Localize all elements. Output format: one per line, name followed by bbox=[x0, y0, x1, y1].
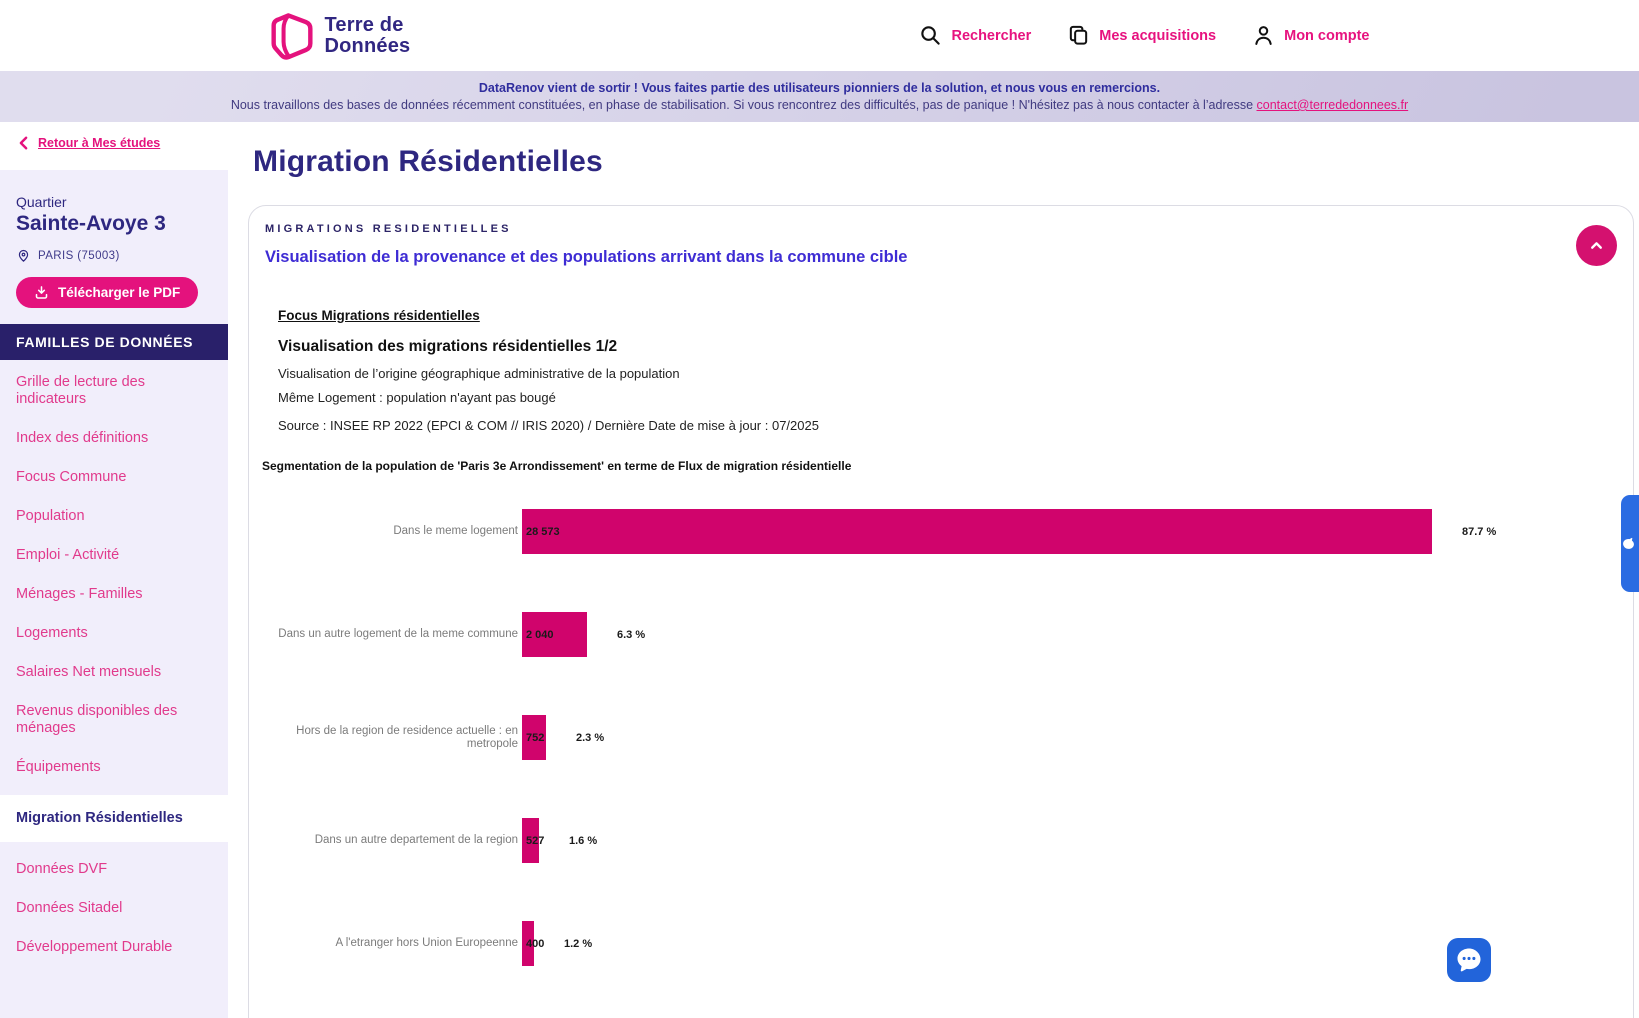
chart-desc-1: Visualisation de l’origine géographique … bbox=[278, 366, 680, 381]
nav-label: Mes acquisitions bbox=[1099, 27, 1217, 44]
chevron-left-icon bbox=[19, 136, 28, 150]
chart-category-label: Dans un autre departement de la region bbox=[314, 834, 518, 846]
sidebar-item[interactable]: Développement Durable bbox=[16, 939, 173, 955]
search-icon bbox=[921, 26, 941, 45]
chart-bar-value: 2 040 bbox=[526, 628, 554, 641]
sidebar-item[interactable]: Salaires Net mensuels bbox=[16, 664, 162, 680]
area-location-label: PARIS (75003) bbox=[38, 249, 120, 262]
card-subtitle: Visualisation de la provenance et des po… bbox=[265, 248, 908, 266]
chat-button[interactable] bbox=[1447, 938, 1491, 982]
chart-bar bbox=[522, 818, 539, 863]
chart-bar-value: 752 bbox=[526, 731, 545, 744]
banner-line2-text: Nous travaillons des bases de données ré… bbox=[230, 98, 1257, 112]
chart-bar bbox=[522, 715, 546, 760]
chart-category-label: Dans le meme logement bbox=[393, 525, 518, 537]
nav-label: Mon compte bbox=[1284, 27, 1370, 44]
chart-bar-value: 527 bbox=[526, 834, 545, 847]
announcement-banner: DataRenov vient de sortir ! Vous faites … bbox=[0, 71, 1639, 122]
sidebar-item[interactable]: Index des définitions bbox=[16, 430, 149, 446]
chart-row: Dans le meme logement 28 573 87.7 % bbox=[262, 480, 1633, 583]
location-pin-icon bbox=[18, 249, 29, 262]
chart-bar-value: 400 bbox=[526, 937, 545, 950]
sidebar-item[interactable]: Logements bbox=[16, 625, 88, 641]
area-name: Sainte-Avoye 3 bbox=[16, 212, 166, 235]
focus-link[interactable]: Focus Migrations résidentielles bbox=[278, 308, 480, 323]
chart-desc-2: Même Logement : population n'ayant pas b… bbox=[278, 390, 556, 405]
feedback-tab[interactable]: Un retour ? bbox=[1621, 495, 1639, 592]
area-location: PARIS (75003) bbox=[16, 248, 212, 263]
chart-category-label: Hors de la region de residence actuelle … bbox=[296, 724, 518, 750]
banner-line1: DataRenov vient de sortir ! Vous faites … bbox=[478, 81, 1161, 95]
chart-bar bbox=[522, 612, 587, 657]
chart-bar-percent: 1.6 % bbox=[569, 834, 598, 847]
chart-category-label: A l'etranger hors Union Europeenne bbox=[335, 937, 518, 949]
chart-category-label: Dans un autre logement de la meme commun… bbox=[278, 628, 518, 640]
chart-bar-area: 400 1.2 % bbox=[522, 921, 1633, 966]
chart-bar-percent: 6.3 % bbox=[617, 628, 646, 641]
card-kicker: MIGRATIONS RESIDENTIELLES bbox=[265, 223, 512, 235]
site-header: Terre de Données Rechercher bbox=[0, 0, 1639, 71]
download-icon bbox=[35, 286, 48, 299]
back-link[interactable]: Retour à Mes études bbox=[17, 136, 160, 150]
nav-label: Rechercher bbox=[951, 27, 1032, 44]
migrations-card: MIGRATIONS RESIDENTIELLES Visualisation … bbox=[248, 205, 1634, 1018]
sidebar-item[interactable]: Ménages - Familles bbox=[16, 586, 143, 602]
chart-bar-percent: 1.2 % bbox=[564, 937, 593, 950]
card-body: Focus Migrations résidentielles Visualis… bbox=[262, 307, 1633, 995]
chart-source: Source : INSEE RP 2022 (EPCI & COM // IR… bbox=[278, 418, 819, 433]
main-content: Migration Résidentielles MIGRATIONS RESI… bbox=[248, 130, 1634, 1018]
logo-text: Terre de Données bbox=[324, 13, 411, 57]
sidebar: Quartier Sainte-Avoye 3 PARIS (75003) Té… bbox=[0, 170, 228, 1018]
chart-bar-area: 527 1.6 % bbox=[522, 818, 1633, 863]
chart-row: Hors de la region de residence actuelle … bbox=[262, 686, 1633, 789]
chart-bar-area: 28 573 87.7 % bbox=[522, 509, 1633, 554]
page-title: Migration Résidentielles bbox=[253, 145, 603, 178]
sidebar-item[interactable]: Focus Commune bbox=[16, 469, 127, 485]
chart-bar-percent: 2.3 % bbox=[576, 731, 605, 744]
sidebar-item[interactable]: Grille de lecture des indicateurs bbox=[16, 374, 145, 407]
chart-bar-value: 28 573 bbox=[526, 525, 560, 538]
sidebar-item[interactable]: Équipements bbox=[16, 759, 101, 775]
copy-icon bbox=[1070, 25, 1088, 45]
chart-bar-area: 2 040 6.3 % bbox=[522, 612, 1633, 657]
chart-title: Segmentation de la population de 'Paris … bbox=[262, 459, 852, 473]
chart-rows: Dans le meme logement 28 573 87.7 % Dans un… bbox=[262, 480, 1633, 995]
download-pdf-label: Télécharger le PDF bbox=[58, 285, 181, 300]
chart-bar-area: 752 2.3 % bbox=[522, 715, 1633, 760]
chart-bar bbox=[522, 921, 534, 966]
banner-line2: Nous travaillons des bases de données ré… bbox=[231, 98, 1408, 112]
user-icon bbox=[1255, 26, 1272, 45]
area-type-label: Quartier bbox=[16, 194, 67, 210]
logo[interactable]: Terre de Données bbox=[270, 12, 411, 60]
collapse-button[interactable] bbox=[1576, 225, 1617, 266]
sidebar-item[interactable]: Données Sitadel bbox=[16, 900, 123, 916]
contact-email-link[interactable]: contact@terrededonnees.fr bbox=[1256, 98, 1409, 112]
nav-mes-acquisitions[interactable]: Mes acquisitions bbox=[1067, 24, 1216, 47]
nav-rechercher[interactable]: Rechercher bbox=[919, 24, 1031, 47]
sidebar-item[interactable]: Migration Résidentielles bbox=[0, 795, 228, 842]
logo-icon bbox=[270, 12, 313, 60]
sidebar-item[interactable]: Population bbox=[16, 508, 85, 524]
sidebar-item[interactable]: Emploi - Activité bbox=[16, 547, 120, 563]
chart-row: Dans un autre departement de la region 52… bbox=[262, 789, 1633, 892]
chart-row: A l'etranger hors Union Europeenne 400 1.2… bbox=[262, 892, 1633, 995]
chevron-up-icon bbox=[1591, 242, 1602, 249]
chart-bar-percent: 87.7 % bbox=[1462, 525, 1497, 538]
download-pdf-button[interactable]: Télécharger le PDF bbox=[16, 277, 199, 308]
top-nav: Rechercher Mes acquisitions Mon compte bbox=[919, 24, 1370, 47]
migration-bar-chart: Segmentation de la population de 'Paris … bbox=[262, 459, 1633, 995]
chat-bubble-icon bbox=[1457, 948, 1481, 972]
sidebar-item[interactable]: Données DVF bbox=[16, 861, 108, 877]
chart-row: Dans un autre logement de la meme commun… bbox=[262, 583, 1633, 686]
chart-bar bbox=[522, 509, 1432, 554]
sidebar-menu: Grille de lecture des indicateurs Index d… bbox=[0, 363, 228, 967]
chart-heading: Visualisation des migrations résidentiel… bbox=[278, 338, 618, 355]
sidebar-area-card: Quartier Sainte-Avoye 3 PARIS (75003) Té… bbox=[0, 170, 228, 324]
sidebar-section-title: FAMILLES DE DONNÉES bbox=[0, 324, 228, 360]
nav-mon-compte[interactable]: Mon compte bbox=[1252, 24, 1370, 47]
back-link-label: Retour à Mes études bbox=[38, 136, 161, 150]
sidebar-item[interactable]: Revenus disponibles des ménages bbox=[16, 703, 178, 736]
feedback-bubble-icon bbox=[1623, 537, 1634, 549]
